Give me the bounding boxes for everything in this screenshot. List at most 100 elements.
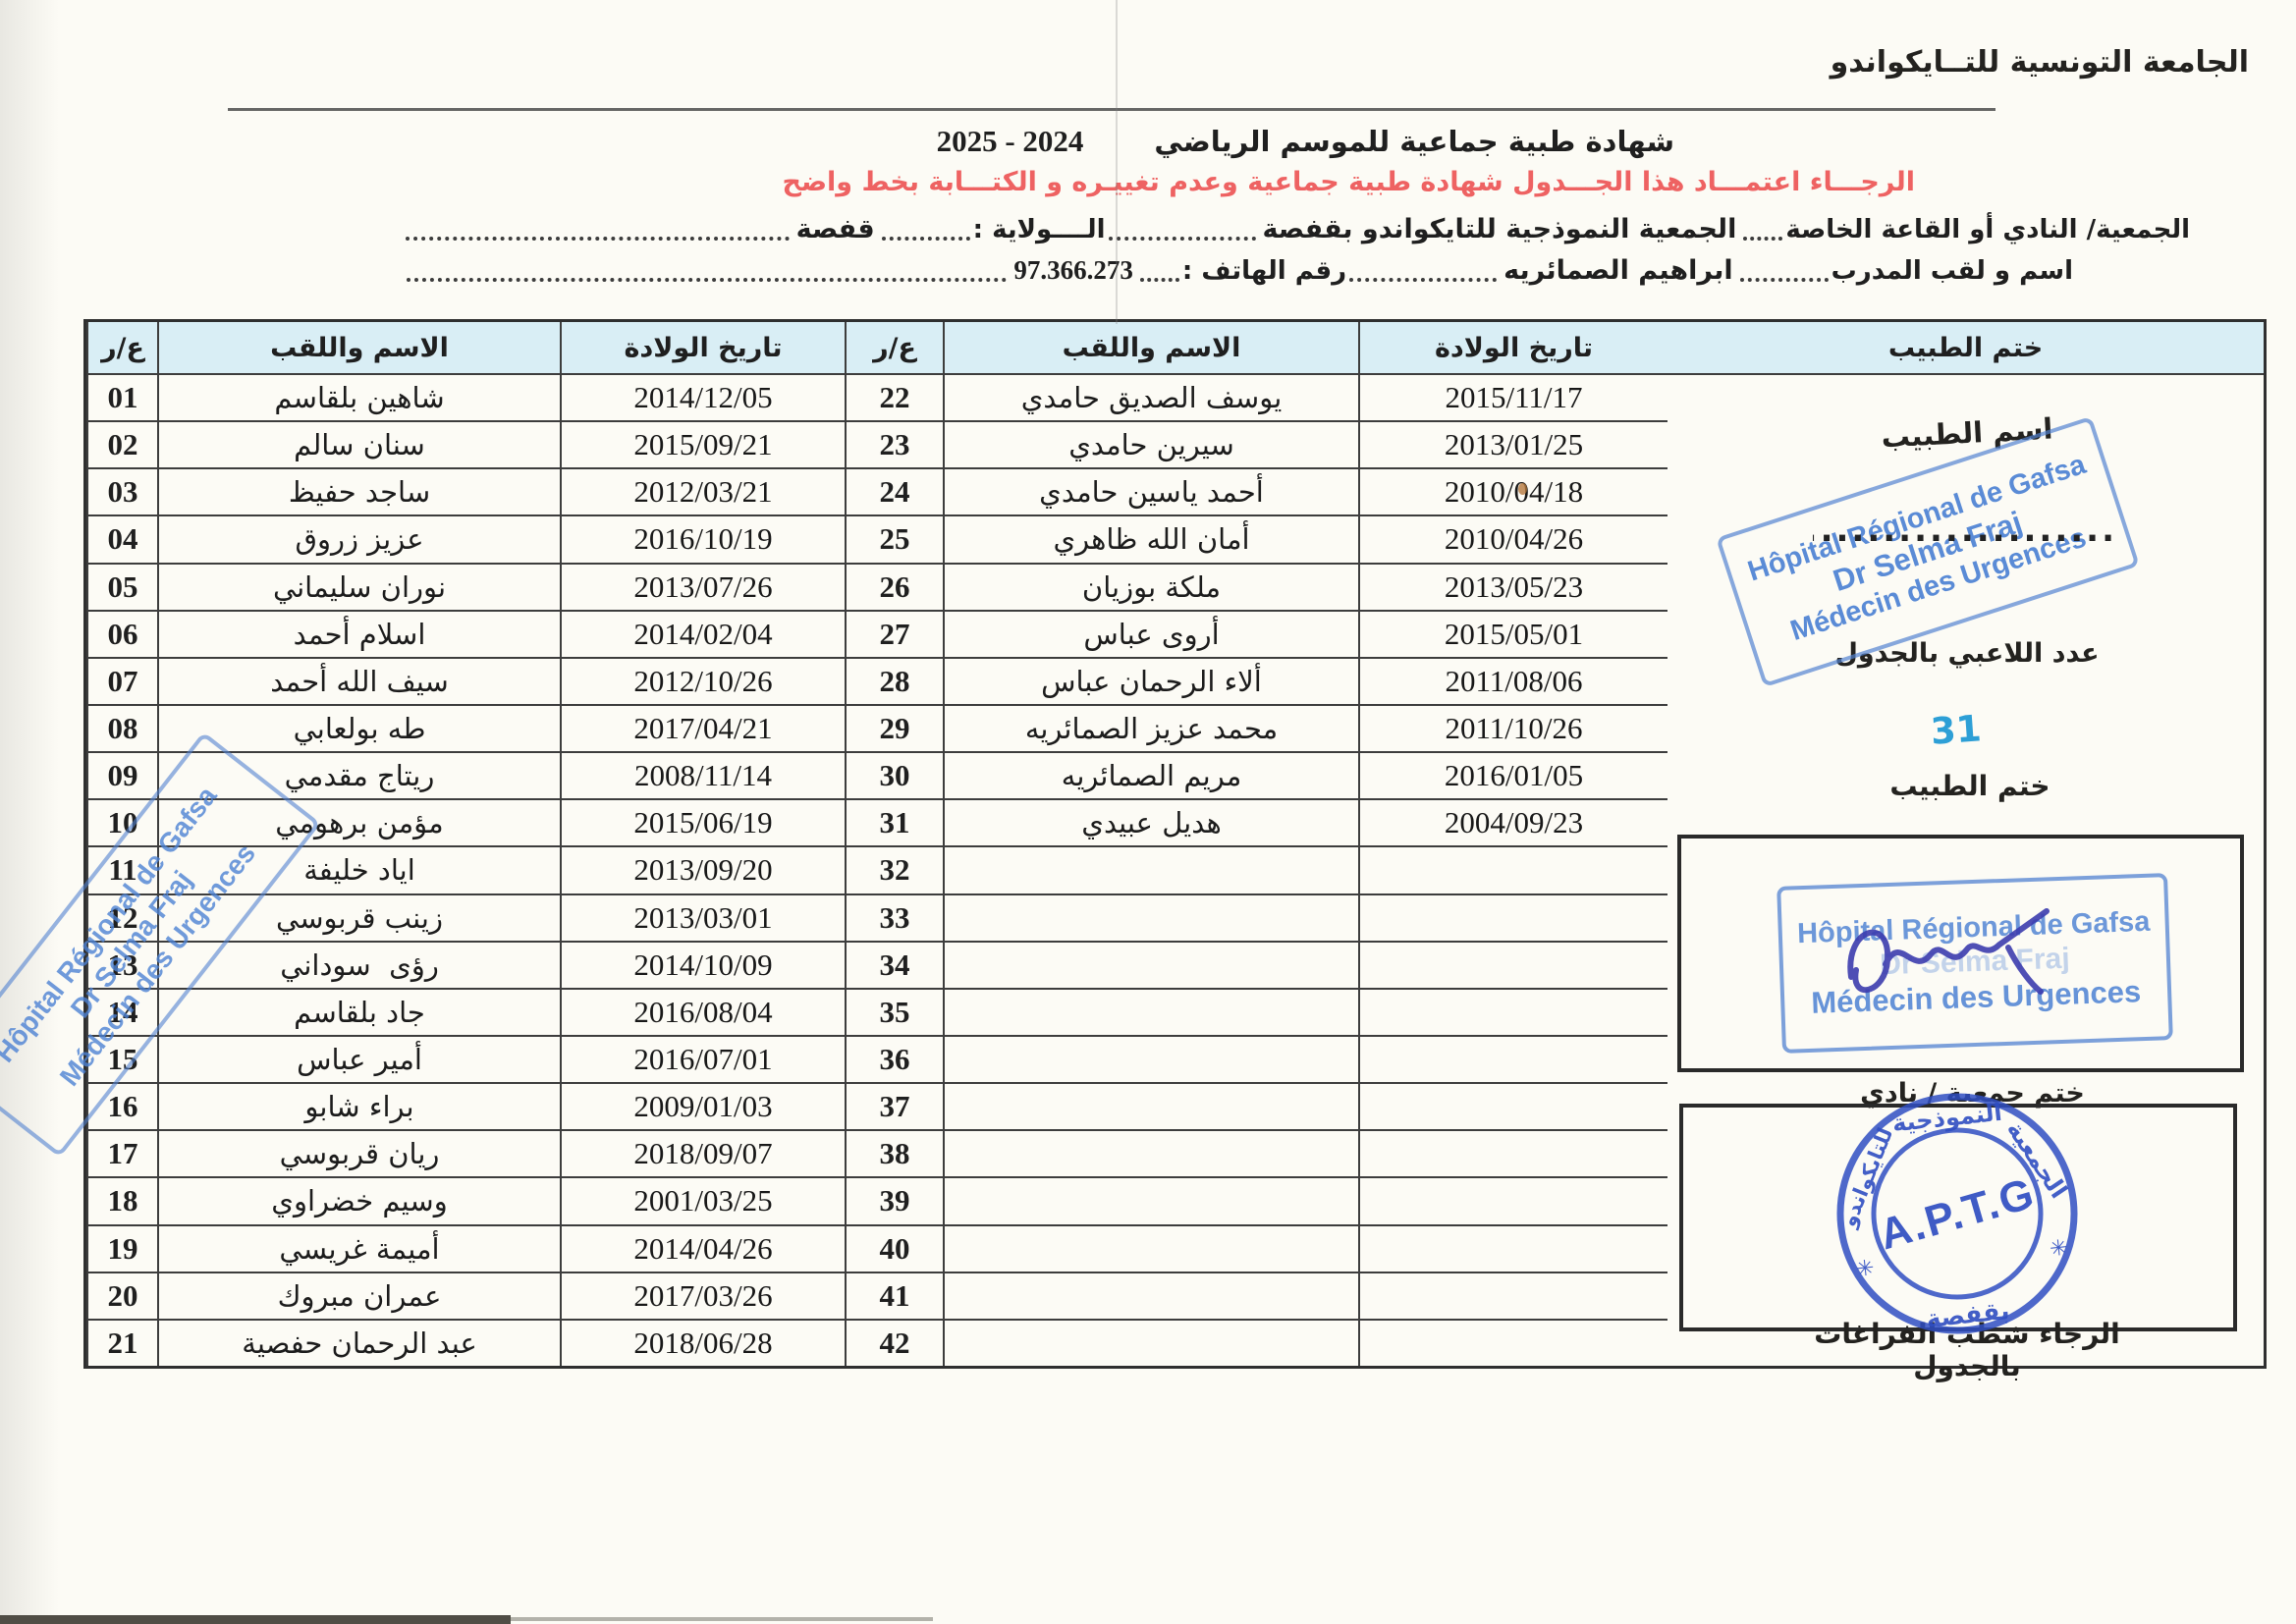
name-cell (943, 987, 1358, 1035)
date-cell: 2012/10/26 (560, 656, 845, 704)
num-cell: 16 (86, 1082, 157, 1130)
date-cell: 2016/08/04 (560, 987, 845, 1035)
name-cell: اياد خليفة (157, 845, 560, 893)
date-cell: 2001/03/25 (560, 1176, 845, 1224)
num-cell: 30 (845, 751, 943, 799)
num-cell: 18 (86, 1176, 157, 1224)
name-cell: أروى عباس (943, 609, 1358, 657)
name-cell (943, 940, 1358, 988)
num-cell: 11 (86, 845, 157, 893)
date-cell: 2017/03/26 (560, 1271, 845, 1319)
num-cell: 38 (845, 1129, 943, 1177)
scan-bottom-strip-faint (511, 1617, 933, 1621)
date-cell: 2016/07/01 (560, 1034, 845, 1083)
club-stamp-star-right: ✳ (2049, 1236, 2069, 1263)
players-table: ختم الطبيب تاريخ الولادة الاسم واللقب ع/… (83, 319, 2267, 1382)
date-cell: 2014/10/09 (560, 940, 845, 988)
header-separator-line (228, 108, 1995, 111)
doctor-stamp-label: ختم الطبيب (1889, 770, 2050, 802)
date-cell: 2009/01/03 (560, 1082, 845, 1130)
table-header-num-left: ع/ر (845, 322, 943, 373)
date-cell: 2013/05/23 (1358, 562, 1667, 610)
table-header-dob-right: تاريخ الولادة (560, 322, 845, 373)
num-cell: 13 (86, 940, 157, 988)
num-cell: 31 (845, 798, 943, 846)
num-cell: 09 (86, 751, 157, 799)
doctor-name-dotted-line: ...................... (1813, 511, 2117, 550)
club-state-field-line: الجمعية/ النادي أو القاعة الخاصة الجمعية… (403, 214, 2190, 246)
date-cell: 2004/09/23 (1358, 798, 1667, 846)
scan-bottom-strip (0, 1615, 511, 1624)
date-cell: 2010/04/18 (1358, 467, 1667, 515)
name-cell (943, 893, 1358, 941)
num-cell: 15 (86, 1034, 157, 1083)
date-cell: 2012/03/21 (560, 467, 845, 515)
date-cell (1358, 940, 1667, 988)
club-value: الجمعية النموذجية للتايكواندو بقفصة (1262, 214, 1737, 244)
name-cell: عمران مبروك (157, 1271, 560, 1319)
name-cell: أحمد ياسين حامدي (943, 467, 1358, 515)
num-cell: 25 (845, 514, 943, 563)
document-title: شهادة طبية جماعية للموسم الرياضي (1154, 125, 1674, 158)
num-cell: 10 (86, 798, 157, 846)
date-cell (1358, 1223, 1667, 1272)
name-cell: ريتاج مقدمي (157, 751, 560, 799)
table-header-doctor-stamp: ختم الطبيب (1667, 322, 2264, 373)
state-label: الــــولاية : (972, 215, 1106, 244)
name-cell: أمان الله ظاهري (943, 514, 1358, 563)
coach-value: ابراهيم الصمائريه (1503, 255, 1733, 286)
name-cell: ساجد حفيظ (157, 467, 560, 515)
name-cell: جاد بلقاسم (157, 987, 560, 1035)
scan-fold-line (1116, 0, 1118, 324)
name-cell: مريم الصمائريه (943, 751, 1358, 799)
num-cell: 29 (845, 703, 943, 752)
dotted-leader (1139, 268, 1179, 282)
date-cell: 2011/08/06 (1358, 656, 1667, 704)
name-cell: أميمة غريسي (157, 1223, 560, 1272)
date-cell: 2011/10/26 (1358, 703, 1667, 752)
dotted-leader (407, 268, 1008, 282)
club-circular-stamp: النموذجية الجمعية للتايكواندو بقفصة ✳ ✳ … (1836, 1093, 2078, 1334)
dotted-leader (881, 227, 970, 241)
date-cell: 2013/03/01 (560, 893, 845, 941)
num-cell: 01 (86, 373, 157, 421)
date-cell: 2016/10/19 (560, 514, 845, 563)
num-cell: 40 (845, 1223, 943, 1272)
date-cell (1358, 1034, 1667, 1083)
num-cell: 19 (86, 1223, 157, 1272)
date-cell (1358, 1176, 1667, 1224)
name-cell: نوران سليماني (157, 562, 560, 610)
club-label: الجمعية/ النادي أو القاعة الخاصة (1785, 215, 2190, 244)
club-stamp-label: ختم جمعية / نادي (1860, 1078, 2085, 1109)
num-cell: 28 (845, 656, 943, 704)
date-cell: 2015/05/01 (1358, 609, 1667, 657)
num-cell: 36 (845, 1034, 943, 1083)
name-cell: وسيم خضراوي (157, 1176, 560, 1224)
name-cell: عبد الرحمان حفصية (157, 1318, 560, 1366)
name-cell: ريان قربوسي (157, 1129, 560, 1177)
date-cell: 2014/12/05 (560, 373, 845, 421)
name-cell (943, 845, 1358, 893)
num-cell: 26 (845, 562, 943, 610)
num-cell: 42 (845, 1318, 943, 1366)
dotted-leader (406, 227, 790, 241)
num-cell: 35 (845, 987, 943, 1035)
footer-note: الرجاء شطب الفراغات بالجدول (1814, 1318, 2120, 1382)
num-cell: 21 (86, 1318, 157, 1366)
name-cell (943, 1034, 1358, 1083)
table-header-num-right: ع/ر (86, 322, 157, 373)
date-cell (1358, 1129, 1667, 1177)
date-cell: 2017/04/21 (560, 703, 845, 752)
players-count-value: 31 (1929, 707, 1983, 753)
club-stamp-center: A.P.T.G (1874, 1169, 2041, 1260)
num-cell: 32 (845, 845, 943, 893)
name-cell: طه بولعابي (157, 703, 560, 752)
club-stamp-ring-bottom: بقفصة (1925, 1296, 2011, 1333)
date-cell: 2018/06/28 (560, 1318, 845, 1366)
table-header-name-left: الاسم واللقب (943, 322, 1358, 373)
date-cell: 2015/11/17 (1358, 373, 1667, 421)
season-value: 2024 - 2025 (936, 124, 1084, 158)
date-cell: 2010/04/26 (1358, 514, 1667, 563)
name-cell: سيف الله أحمد (157, 656, 560, 704)
date-cell: 2008/11/14 (560, 751, 845, 799)
